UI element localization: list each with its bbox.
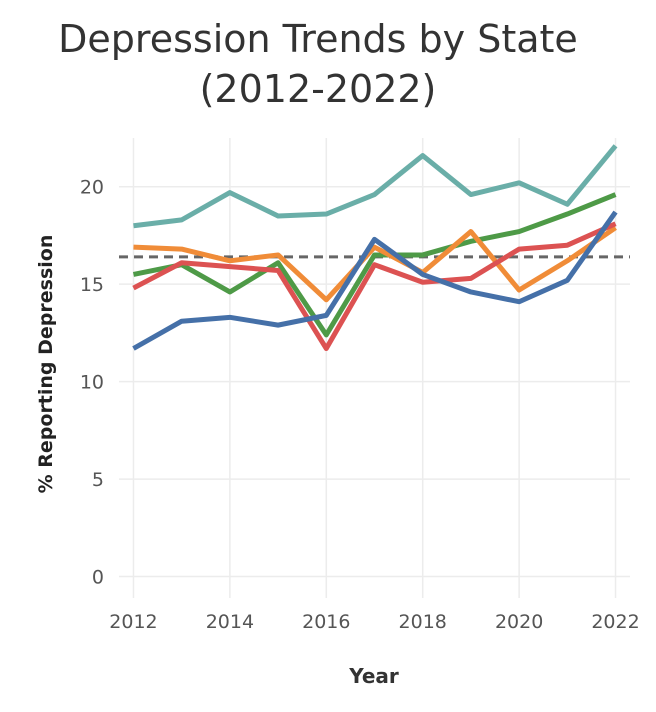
y-tick-label: 5 <box>92 469 104 491</box>
series-line-3 <box>133 225 617 303</box>
x-tick-label: 2022 <box>591 611 639 633</box>
chart-title-line2: (2012-2022) <box>199 67 437 111</box>
y-tick-label: 0 <box>92 567 104 589</box>
series-line-2 <box>132 192 617 338</box>
x-tick-label: 2018 <box>399 611 447 633</box>
series-line-1 <box>133 144 618 229</box>
series-group <box>132 144 618 352</box>
y-axis-label: % Reporting Depression <box>35 234 57 494</box>
y-tick-label: 20 <box>80 177 104 199</box>
y-tick-label: 15 <box>80 274 104 296</box>
grid <box>119 138 630 598</box>
x-tick-label: 2014 <box>206 611 254 633</box>
x-tick-label: 2012 <box>109 611 157 633</box>
x-tick-label: 2020 <box>495 611 543 633</box>
x-axis-label: Year <box>349 664 399 688</box>
tick-labels: 0 5 10 15 20 2012 2014 2016 2018 2020 2022 <box>80 177 640 633</box>
x-tick-label: 2016 <box>302 611 350 633</box>
series-line-5 <box>132 210 618 351</box>
y-tick-label: 10 <box>80 372 104 394</box>
series-line-4 <box>132 221 617 352</box>
chart-title: Depression Trends by State (2012-2022) <box>0 14 636 114</box>
chart-title-line1: Depression Trends by State <box>58 17 578 61</box>
